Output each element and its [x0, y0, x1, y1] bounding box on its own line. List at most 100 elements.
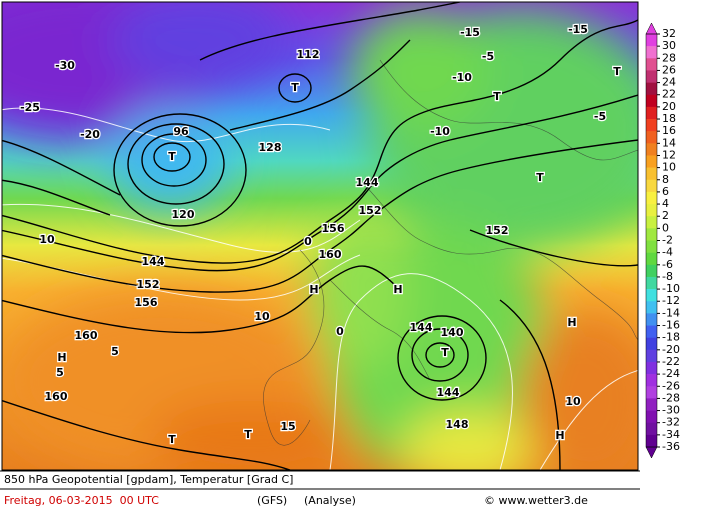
scale-label: -12: [662, 294, 680, 307]
color-box: [646, 289, 657, 302]
map-label: -25: [20, 101, 40, 114]
map-label: 96: [173, 125, 189, 138]
color-box: [646, 313, 657, 326]
color-box: [646, 252, 657, 266]
scale-label: -36: [662, 440, 680, 453]
color-box: [646, 216, 657, 229]
footer-run: (Analyse): [304, 494, 356, 507]
color-box: [646, 434, 657, 448]
color-box: [646, 398, 657, 411]
scale-label: 0: [662, 221, 669, 234]
footer-date: Freitag, 06-03-2015 00 UTC: [4, 494, 159, 507]
map-label: H: [567, 316, 576, 329]
map-label: 15: [280, 420, 295, 433]
map-label: T: [493, 90, 501, 103]
scale-label: -4: [662, 246, 673, 259]
map-label: 144: [356, 176, 379, 189]
map-label: H: [57, 351, 66, 364]
map-label: T: [536, 171, 544, 184]
color-box: [646, 276, 657, 290]
map-labels: T T T T T T T T H H H H H 144 144 144 144 152 152 152 160 160…: [19, 22, 623, 448]
scale-label: -24: [662, 367, 680, 380]
color-box: [646, 325, 657, 338]
map-label: -15: [568, 23, 588, 36]
scale-label: 12: [662, 148, 676, 161]
footer-title: 850 hPa Geopotential [gpdam], Temperatur…: [4, 473, 293, 486]
scale-label: -30: [662, 404, 680, 417]
scale-label: 6: [662, 185, 669, 198]
map-frame: [1, 1, 639, 471]
scale-label: -28: [662, 391, 680, 404]
color-box: [646, 94, 657, 108]
scale-label: 26: [662, 63, 676, 76]
scale-label: -34: [662, 428, 680, 441]
color-box: [646, 374, 657, 387]
map-label: 144: [437, 386, 460, 399]
color-box: [646, 191, 657, 205]
map-label: 0: [336, 325, 344, 338]
map-label: 10: [254, 310, 270, 323]
coastlines: [263, 59, 638, 446]
map-label: T: [613, 65, 621, 78]
map-label: -15: [460, 26, 480, 39]
map-label: 160: [45, 390, 68, 403]
footer-credit: © www.wetter3.de: [484, 494, 588, 507]
color-box: [646, 46, 657, 59]
color-box: [646, 143, 657, 156]
color-box: [646, 106, 657, 120]
scale-label: -6: [662, 258, 673, 271]
scale-label: 30: [662, 39, 676, 52]
scale-label: 22: [662, 88, 676, 101]
scale-label: 20: [662, 100, 676, 113]
scale-label: -10: [662, 282, 680, 295]
scale-label: 28: [662, 51, 676, 64]
map-label: 112: [297, 48, 320, 61]
scale-label: -8: [662, 270, 673, 283]
map-label: T: [441, 346, 449, 359]
color-box: [646, 119, 657, 132]
color-box: [646, 131, 657, 144]
map-label: 152: [486, 224, 509, 237]
isotherms: [2, 107, 638, 470]
map-label: 152: [137, 278, 160, 291]
color-box: [646, 410, 657, 424]
color-scale: 32302826242220181614121086420-2-4-6-8-10…: [645, 22, 680, 459]
color-box: [646, 264, 657, 278]
map-label: -30: [55, 59, 75, 72]
color-box: [646, 349, 657, 363]
color-box: [646, 386, 657, 399]
scale-label: -26: [662, 379, 680, 392]
map-label: 156: [135, 296, 158, 309]
map-label: 144: [142, 255, 165, 268]
map-label: 144: [410, 321, 433, 334]
color-box: [646, 422, 657, 436]
map-label: H: [309, 283, 318, 296]
scale-label: -20: [662, 343, 680, 356]
scale-label: 18: [662, 112, 676, 125]
map-label: 10: [39, 233, 55, 246]
map-label: 5: [56, 366, 64, 379]
map-label: T: [244, 428, 252, 441]
map-label: 128: [259, 141, 282, 154]
map-label: H: [555, 429, 564, 442]
color-box: [646, 34, 657, 47]
color-box: [646, 301, 657, 314]
map-label: 140: [441, 326, 464, 339]
color-box: [646, 155, 657, 168]
map: T T T T T T T T H H H H H 144 144 144 144 152 152 152 160 160…: [2, 2, 638, 470]
scale-label: -2: [662, 234, 673, 247]
scale-label: -22: [662, 355, 680, 368]
scale-label: 16: [662, 124, 676, 137]
map-label: 160: [75, 329, 98, 342]
map-label: 10: [565, 395, 581, 408]
color-box: [646, 361, 657, 375]
scale-label: 24: [662, 76, 676, 89]
color-box: [646, 70, 657, 83]
color-box: [646, 228, 657, 241]
scale-label: -18: [662, 331, 680, 344]
scale-label: 32: [662, 27, 676, 40]
map-label: -10: [452, 71, 472, 84]
scale-label: -32: [662, 416, 680, 429]
map-label: 5: [111, 345, 119, 358]
